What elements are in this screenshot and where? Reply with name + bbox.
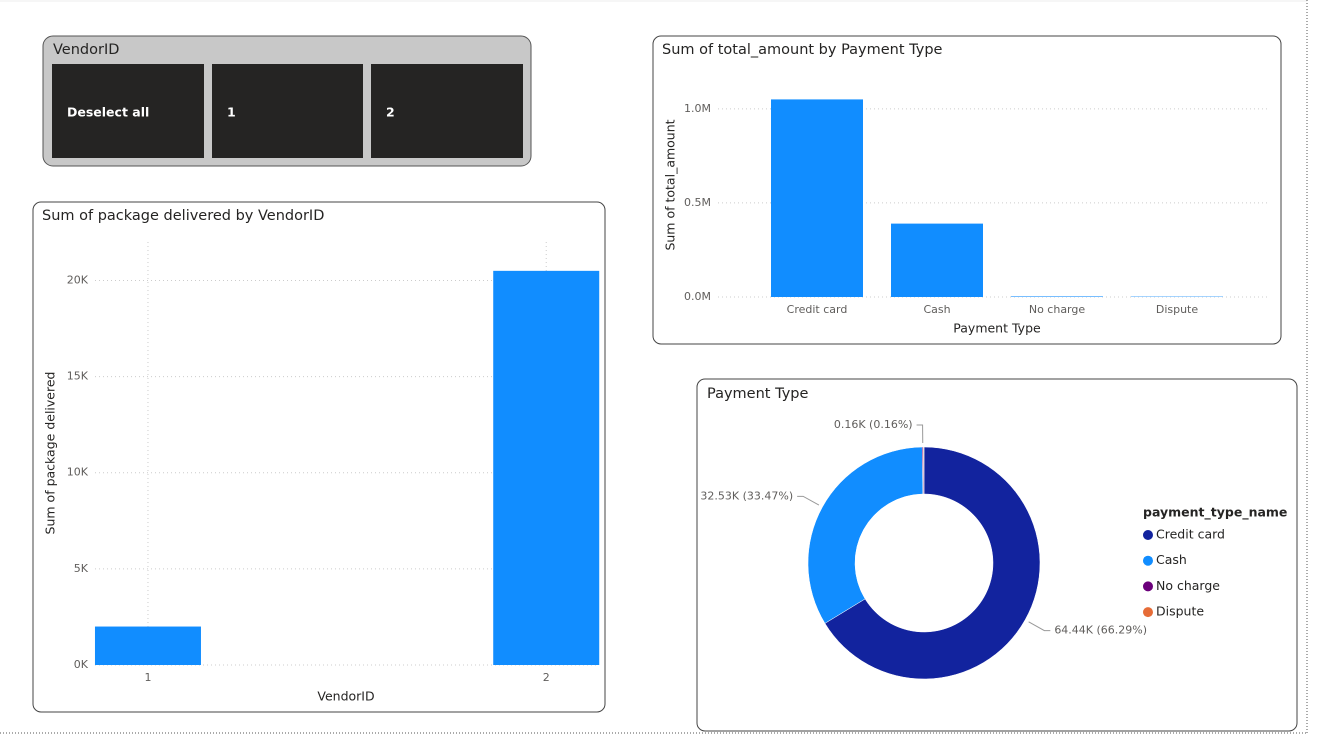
x-tick-label: No charge [1029,303,1086,316]
slicer-button[interactable] [52,64,204,158]
y-axis-title: Sum of total_amount [663,119,678,250]
bar[interactable] [493,270,600,665]
legend-swatch [1143,530,1153,540]
leader-line [916,424,924,444]
x-tick-label: 1 [144,671,151,684]
leader-line [1028,621,1051,632]
legend-swatch [1143,581,1153,592]
legend-label[interactable]: No charge [1156,578,1220,593]
donut-slice[interactable] [807,446,924,624]
x-axis-title: VendorID [317,689,374,704]
slicer-item[interactable]: Deselect all [67,105,149,120]
slicer-item[interactable]: 1 [227,105,236,120]
leader-line [797,495,820,506]
y-tick-label: 0.0M [684,290,711,303]
x-tick-label: Cash [923,303,950,316]
bar[interactable] [1011,296,1103,297]
slicer-button[interactable] [212,64,363,158]
x-tick-label: Credit card [787,303,848,316]
x-tick-label: 2 [543,671,550,684]
y-axis-title: Sum of package delivered [43,372,58,535]
x-tick-label: Dispute [1156,303,1199,316]
slicer-button[interactable] [371,64,523,158]
legend-swatch [1143,607,1153,618]
bar[interactable] [771,99,863,297]
y-tick-label: 5K [74,562,89,575]
legend-title: payment_type_name [1143,505,1287,521]
data-label: 0.16K (0.16%) [834,418,913,431]
data-label: 32.53K (33.47%) [700,489,793,502]
chart-title: Sum of package delivered by VendorID [42,208,324,224]
y-tick-label: 1.0M [684,102,711,115]
bar[interactable] [94,626,201,665]
x-axis-title: Payment Type [953,321,1041,336]
data-label: 64.44K (66.29%) [1054,624,1147,637]
chart-card [652,35,1282,345]
y-tick-label: 0K [74,658,89,671]
chart-title: Payment Type [707,386,808,402]
legend-label[interactable]: Dispute [1156,604,1204,619]
slicer-title: VendorID [53,42,119,58]
legend-label[interactable]: Credit card [1156,527,1225,542]
chart-title: Sum of total_amount by Payment Type [662,42,943,58]
legend-label[interactable]: Cash [1156,552,1187,567]
y-tick-label: 10K [67,466,89,479]
slicer-item[interactable]: 2 [386,105,395,120]
legend-swatch [1143,555,1153,566]
donut-slice[interactable] [923,446,925,495]
donut-slice[interactable] [824,446,1041,680]
chart-card [32,201,606,713]
y-tick-label: 20K [67,273,89,286]
bar[interactable] [891,223,983,297]
y-tick-label: 15K [67,370,89,383]
y-tick-label: 0.5M [684,196,711,209]
